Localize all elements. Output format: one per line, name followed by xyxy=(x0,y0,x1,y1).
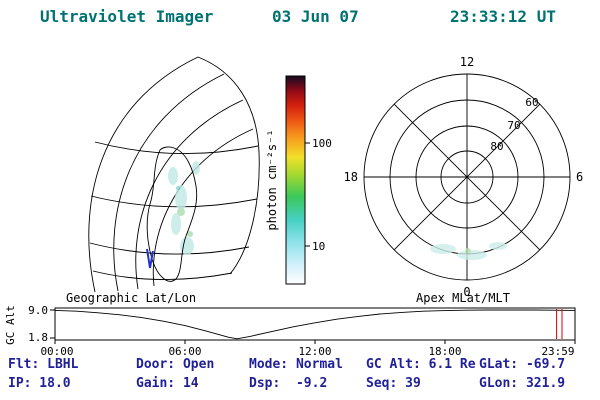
status-mode: Mode: Normal xyxy=(249,357,343,372)
mlt-label-12: 12 xyxy=(460,55,474,69)
lat-lon-grid-lines xyxy=(88,56,260,293)
xtick-1800: 18:00 xyxy=(428,345,461,358)
current-time-marker xyxy=(556,309,563,339)
geographic-projection-plot xyxy=(88,56,260,293)
status-dsp: Dsp: -9.2 xyxy=(249,376,328,391)
status-gc-alt: GC Alt: 6.1 Re xyxy=(366,357,476,372)
aurora-emission-polar xyxy=(430,242,507,260)
xtick-2359: 23:59 xyxy=(541,345,574,358)
mlt-label-6: 6 xyxy=(576,170,583,184)
status-door: Door: Open xyxy=(136,357,215,372)
gc-alt-plot-frame xyxy=(54,307,576,341)
status-seq: Seq: 39 xyxy=(366,376,421,391)
colorbar-gradient xyxy=(285,75,306,285)
xtick-1200: 12:00 xyxy=(298,345,331,358)
xtick-0600: 06:00 xyxy=(168,345,201,358)
status-glat: GLat: -69.7 xyxy=(479,357,566,372)
gc-alt-curve xyxy=(54,309,575,340)
colorbar-units-label: photon cm⁻²s⁻¹ xyxy=(265,129,279,230)
caption-apex: Apex MLat/MLT xyxy=(416,291,510,305)
gc-alt-plot: 9.0 1.8 GC Alt 00:00 06:00 12:00 18:00 2… xyxy=(4,304,576,358)
page-title: Ultraviolet Imager xyxy=(40,7,214,26)
header-time: 23:33:12 UT xyxy=(450,7,556,26)
mlt-label-18: 18 xyxy=(344,170,358,184)
colorbar: 100 10 photon cm⁻²s⁻¹ xyxy=(265,75,332,285)
status-glon: GLon: 321.9 xyxy=(479,376,566,391)
mlt-label-0: 0 xyxy=(463,285,470,299)
status-flt: Flt: LBHL xyxy=(8,357,79,372)
xtick-0000: 00:00 xyxy=(40,345,73,358)
colorbar-tick-10: 10 xyxy=(312,240,325,253)
mlat-ring-label-60: 60 xyxy=(525,96,538,109)
coastline-outline xyxy=(146,146,198,282)
mlat-ring-label-70: 70 xyxy=(507,119,520,132)
mlat-ring-label-80: 80 xyxy=(490,140,503,153)
gc-alt-axis-label: GC Alt xyxy=(4,305,17,345)
ytick-1.8: 1.8 xyxy=(28,331,48,344)
xtick-marks xyxy=(54,340,576,344)
polar-apex-plot: 12 18 6 0 60 70 80 xyxy=(344,55,584,299)
ytick-9: 9.0 xyxy=(28,304,48,317)
status-ip: IP: 18.0 xyxy=(8,376,71,391)
header-date: 03 Jun 07 xyxy=(272,7,359,26)
spacecraft-footprint-marker xyxy=(146,248,154,269)
colorbar-tick-100: 100 xyxy=(312,137,332,150)
status-gain: Gain: 14 xyxy=(136,376,199,391)
polar-grid xyxy=(363,73,571,281)
caption-geographic: Geographic Lat/Lon xyxy=(66,291,196,305)
aurora-emission-geographic xyxy=(168,161,200,255)
